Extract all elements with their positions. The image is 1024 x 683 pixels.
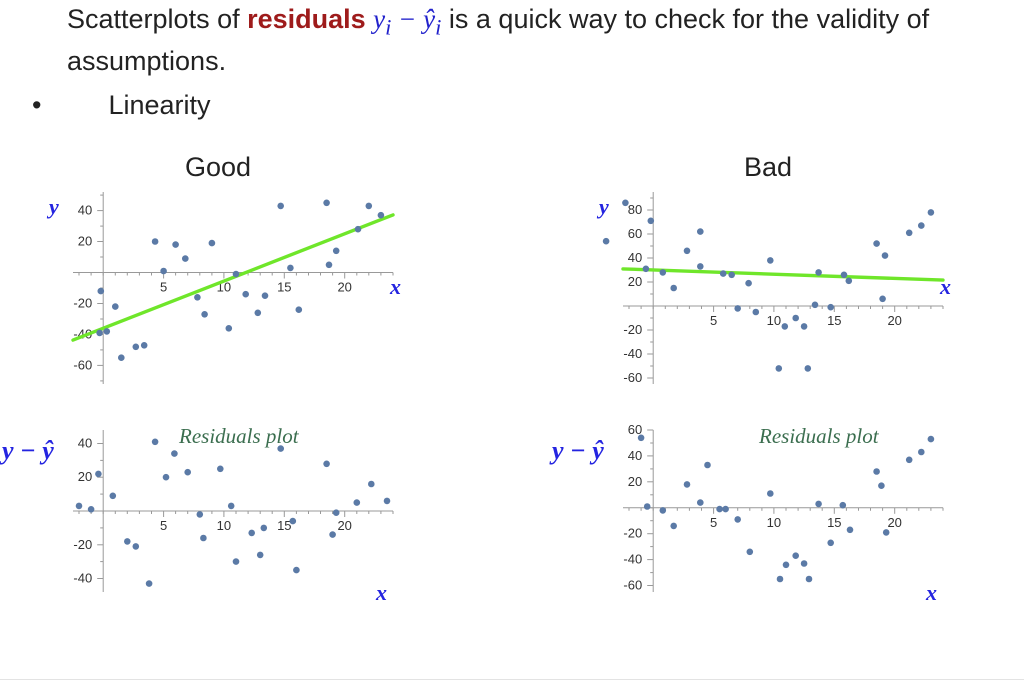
svg-text:20: 20 bbox=[337, 518, 351, 533]
svg-text:20: 20 bbox=[887, 313, 901, 328]
svg-text:40: 40 bbox=[628, 250, 642, 265]
svg-text:-60: -60 bbox=[623, 578, 642, 593]
svg-text:5: 5 bbox=[710, 515, 717, 530]
svg-text:-60: -60 bbox=[623, 370, 642, 385]
svg-text:20: 20 bbox=[78, 234, 92, 249]
svg-text:10: 10 bbox=[767, 313, 781, 328]
svg-text:20: 20 bbox=[887, 515, 901, 530]
svg-text:40: 40 bbox=[628, 448, 642, 463]
svg-text:60: 60 bbox=[628, 226, 642, 241]
svg-text:80: 80 bbox=[628, 202, 642, 217]
svg-text:10: 10 bbox=[217, 518, 231, 533]
svg-text:15: 15 bbox=[277, 280, 291, 295]
svg-text:-20: -20 bbox=[73, 296, 92, 311]
svg-text:40: 40 bbox=[78, 436, 92, 451]
svg-text:-40: -40 bbox=[73, 571, 92, 586]
svg-text:5: 5 bbox=[710, 313, 717, 328]
svg-text:20: 20 bbox=[628, 274, 642, 289]
svg-text:15: 15 bbox=[277, 518, 291, 533]
svg-text:-40: -40 bbox=[623, 346, 642, 361]
svg-text:20: 20 bbox=[628, 474, 642, 489]
svg-text:15: 15 bbox=[827, 313, 841, 328]
svg-text:20: 20 bbox=[337, 280, 351, 295]
svg-text:20: 20 bbox=[78, 469, 92, 484]
svg-text:-20: -20 bbox=[623, 526, 642, 541]
svg-text:5: 5 bbox=[160, 518, 167, 533]
svg-text:10: 10 bbox=[767, 515, 781, 530]
svg-text:-20: -20 bbox=[73, 537, 92, 552]
svg-text:15: 15 bbox=[827, 515, 841, 530]
svg-text:-20: -20 bbox=[623, 322, 642, 337]
svg-text:-60: -60 bbox=[73, 357, 92, 372]
svg-text:5: 5 bbox=[160, 280, 167, 295]
svg-text:40: 40 bbox=[78, 203, 92, 218]
svg-text:-40: -40 bbox=[623, 552, 642, 567]
